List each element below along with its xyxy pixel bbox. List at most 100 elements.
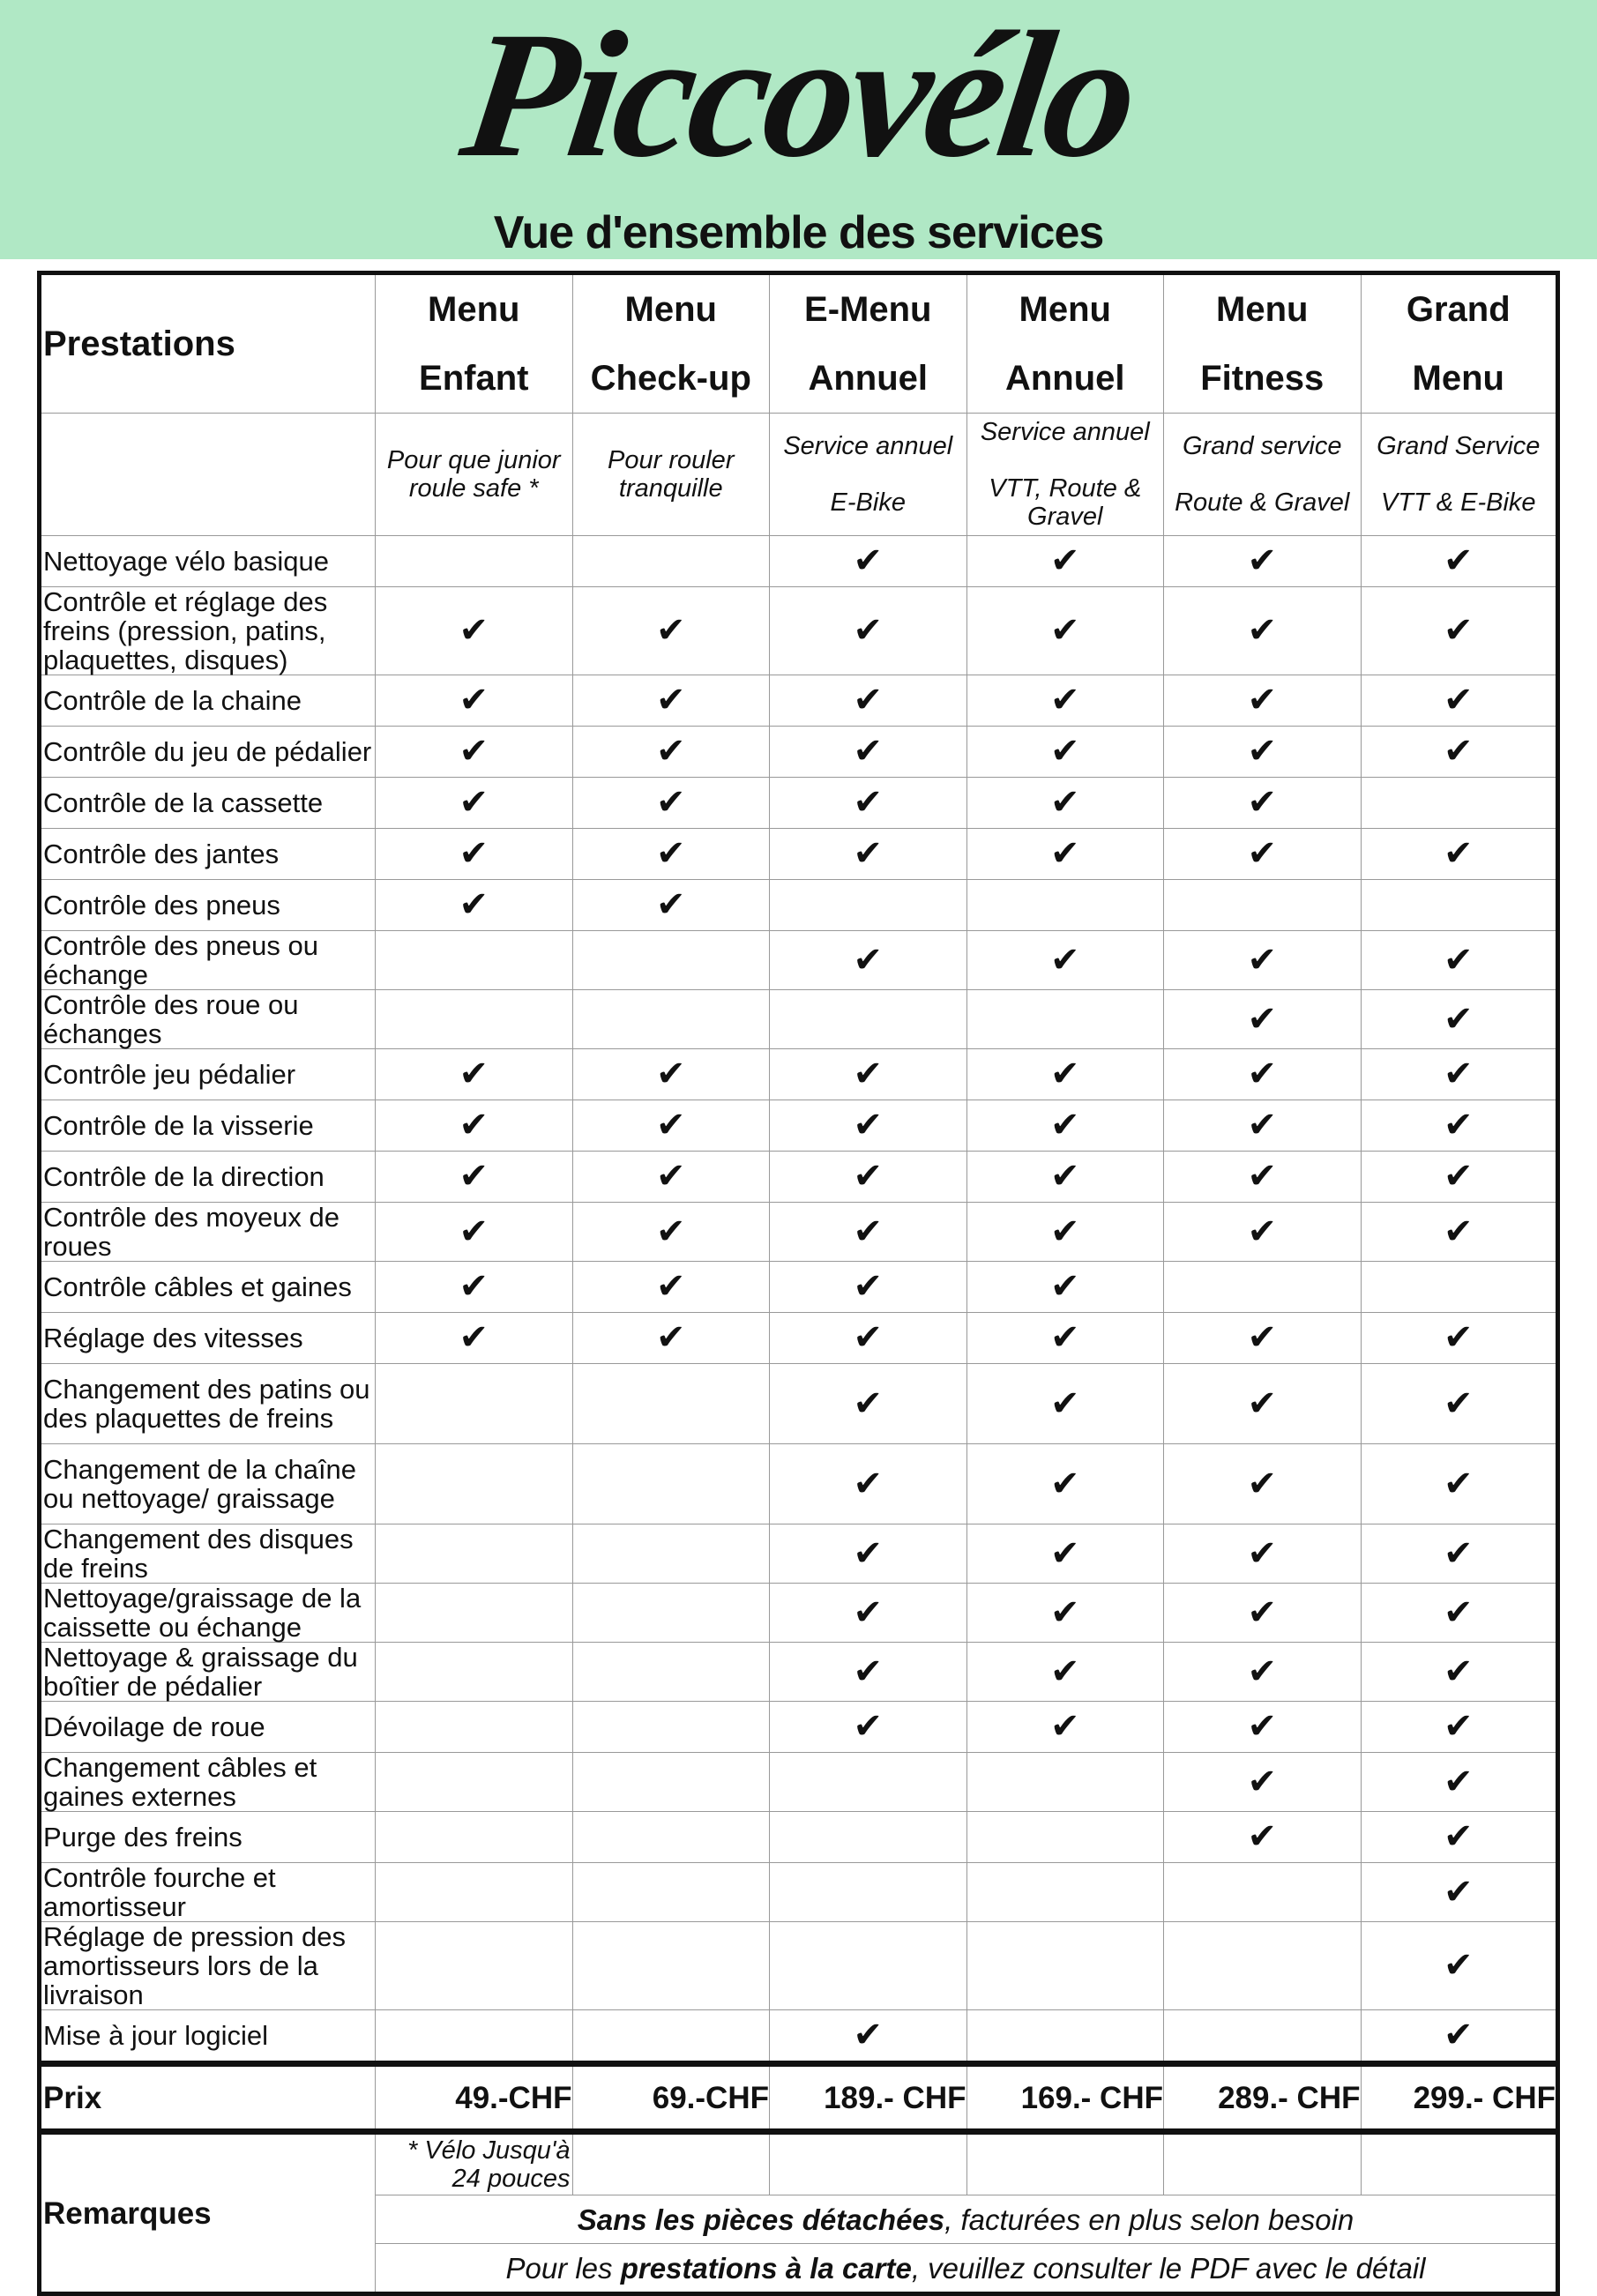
empty-cell: [966, 1862, 1164, 1922]
empty-cell: [1360, 1261, 1558, 1313]
table-row: Contrôle de la cassette ✔ ✔ ✔ ✔ ✔: [39, 777, 1558, 829]
check-icon: ✔: [966, 1443, 1164, 1524]
service-label: Réglage de pression des amortisseurs lor…: [39, 1921, 376, 2010]
description-line1: Pour rouler: [608, 446, 735, 474]
empty-cell: [769, 1921, 967, 2010]
column-description: Grand Service VTT & E-Bike: [1360, 413, 1558, 536]
description-line2: Route & Gravel: [1175, 488, 1350, 517]
service-label: Contrôle des moyeux de roues: [39, 1202, 376, 1262]
table-row: Changement câbles et gaines externes ✔ ✔: [39, 1752, 1558, 1812]
column-header: Menu Enfant: [375, 272, 573, 414]
check-icon: ✔: [1360, 1312, 1558, 1364]
check-icon: ✔: [966, 930, 1164, 990]
check-icon: ✔: [1360, 1752, 1558, 1812]
price-value: 69.-CHF: [571, 2061, 770, 2135]
column-title-line2: Enfant: [419, 359, 529, 398]
description-line1: Grand service: [1182, 432, 1342, 460]
description-line1: Pour que junior: [386, 446, 561, 474]
check-icon: ✔: [571, 879, 770, 931]
check-icon: ✔: [769, 1312, 967, 1364]
remark-a-la-carte-bold: prestations à la carte: [620, 2251, 912, 2285]
service-label: Changement de la chaîne ou nettoyage/ gr…: [39, 1443, 376, 1524]
check-icon: ✔: [1163, 1100, 1362, 1152]
table-row: Nettoyage & graissage du boîtier de péda…: [39, 1642, 1558, 1702]
service-label: Changement des patins ou des plaquettes …: [39, 1363, 376, 1444]
table-row: Contrôle des pneus ou échange ✔ ✔ ✔ ✔: [39, 930, 1558, 990]
check-icon: ✔: [769, 535, 967, 587]
empty-cell: [571, 1524, 770, 1584]
check-icon: ✔: [375, 726, 573, 778]
check-icon: ✔: [571, 828, 770, 880]
table-row: Réglage de pression des amortisseurs lor…: [39, 1921, 1558, 2010]
empty-cell: [769, 1862, 967, 1922]
logo-piccovelo: Piccovélo: [451, 0, 1146, 195]
check-icon: ✔: [1360, 1202, 1558, 1262]
empty-cell: [1360, 879, 1558, 931]
check-icon: ✔: [571, 1100, 770, 1152]
check-icon: ✔: [1360, 1100, 1558, 1152]
check-icon: ✔: [375, 1312, 573, 1364]
column-description: Service annuel E-Bike: [769, 413, 967, 536]
service-label: Contrôle des pneus: [39, 879, 376, 931]
description-line2: E-Bike: [830, 488, 906, 517]
check-icon: ✔: [571, 1202, 770, 1262]
empty-cell: [375, 1811, 573, 1863]
check-icon: ✔: [375, 1100, 573, 1152]
empty-cell: [1163, 1862, 1362, 1922]
empty-cell: [571, 989, 770, 1049]
check-icon: ✔: [1360, 930, 1558, 990]
empty-cell: [1360, 777, 1558, 829]
header-banner: Piccovélo Vue d'ensemble des services: [0, 0, 1597, 259]
check-icon: ✔: [571, 1151, 770, 1203]
check-icon: ✔: [966, 1524, 1164, 1584]
check-icon: ✔: [1163, 989, 1362, 1049]
service-label: Purge des freins: [39, 1811, 376, 1863]
check-icon: ✔: [1360, 989, 1558, 1049]
column-description: Pour que junior roule safe *: [375, 413, 573, 536]
empty-cell: [571, 1921, 770, 2010]
remarks-row: Remarques * Vélo Jusqu'à 24 pouces: [39, 2131, 1558, 2294]
remark-note: * Vélo Jusqu'à 24 pouces: [375, 2131, 573, 2195]
remark-a-la-carte-rest: , veuillez consulter le PDF avec le déta…: [911, 2251, 1426, 2285]
description-row: Pour que junior roule safe * Pour rouler tr…: [39, 413, 1558, 536]
check-icon: ✔: [1360, 1583, 1558, 1643]
service-label: Contrôle câbles et gaines: [39, 1261, 376, 1313]
service-label: Changement câbles et gaines externes: [39, 1752, 376, 1812]
check-icon: ✔: [571, 1048, 770, 1100]
check-icon: ✔: [571, 777, 770, 829]
check-icon: ✔: [966, 828, 1164, 880]
empty-cell: [571, 1701, 770, 1753]
check-icon: ✔: [1360, 1701, 1558, 1753]
table-row: Nettoyage/graissage de la caissette ou é…: [39, 1583, 1558, 1643]
check-icon: ✔: [966, 1363, 1164, 1444]
column-header: Menu Check-up: [571, 272, 770, 414]
check-icon: ✔: [966, 726, 1164, 778]
empty-cell: [375, 2009, 573, 2064]
empty-cell: [769, 1811, 967, 1863]
check-icon: ✔: [769, 675, 967, 727]
check-icon: ✔: [571, 675, 770, 727]
column-description: Service annuel VTT, Route & Gravel: [966, 413, 1164, 536]
service-label: Contrôle et réglage des freins (pression…: [39, 586, 376, 675]
check-icon: ✔: [1163, 1363, 1362, 1444]
check-icon: ✔: [1163, 1583, 1362, 1643]
check-icon: ✔: [571, 1261, 770, 1313]
check-icon: ✔: [1360, 586, 1558, 675]
check-icon: ✔: [1163, 1524, 1362, 1584]
check-icon: ✔: [769, 1048, 967, 1100]
column-header: Menu Fitness: [1163, 272, 1362, 414]
empty-cell: [571, 1752, 770, 1812]
remark-parts: Sans les pièces détachées, facturées en …: [375, 2195, 1558, 2244]
check-icon: ✔: [1163, 930, 1362, 990]
check-icon: ✔: [1163, 1048, 1362, 1100]
check-icon: ✔: [1360, 1862, 1558, 1922]
empty-cell: [1163, 1261, 1362, 1313]
empty-cell: [571, 2009, 770, 2064]
price-value: 169.- CHF: [966, 2061, 1164, 2135]
check-icon: ✔: [375, 675, 573, 727]
check-icon: ✔: [1163, 1811, 1362, 1863]
check-icon: ✔: [769, 586, 967, 675]
check-icon: ✔: [1163, 777, 1362, 829]
column-header: E-Menu Annuel: [769, 272, 967, 414]
check-icon: ✔: [1163, 1752, 1362, 1812]
